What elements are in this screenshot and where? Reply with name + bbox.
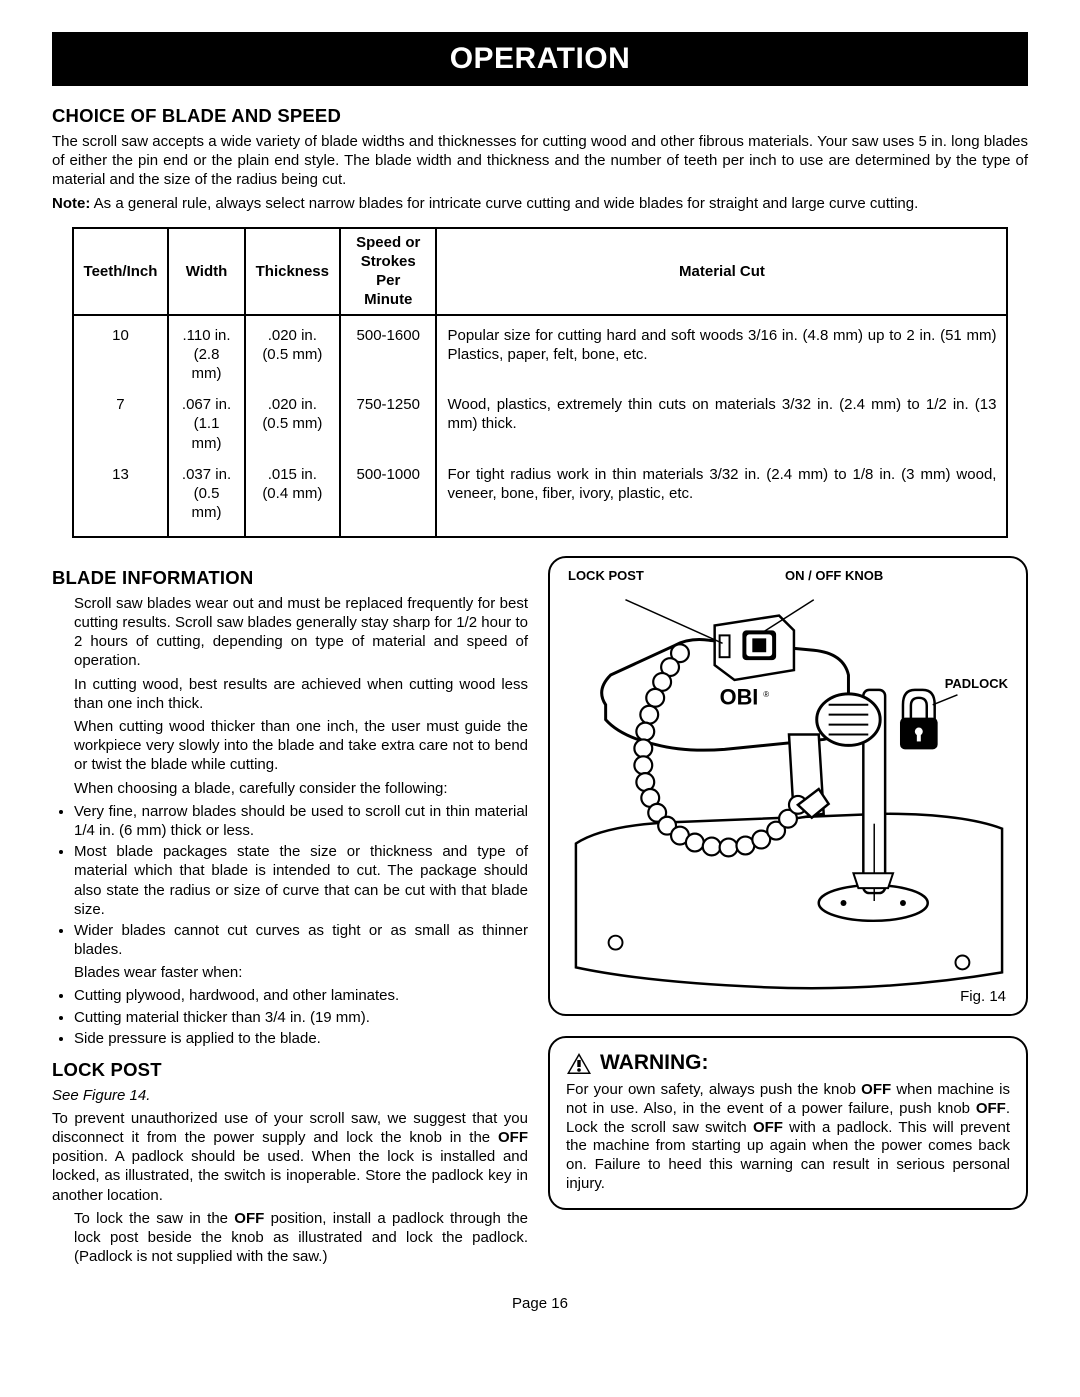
note-text: As a general rule, always select narrow …	[90, 195, 918, 212]
label-lockpost: LOCK POST	[568, 568, 644, 585]
heading-blade-info: BLADE INFORMATION	[52, 566, 528, 590]
blade-p3: When cutting wood thicker than one inch,…	[74, 717, 528, 775]
heading-lockpost: LOCK POST	[52, 1058, 528, 1082]
blade-p5: Blades wear faster when:	[74, 963, 528, 982]
note-label: Note:	[52, 195, 90, 212]
warning-heading: WARNING:	[566, 1050, 1010, 1077]
label-padlock: PADLOCK	[945, 676, 1008, 693]
th-speed: Speed or Strokes Per Minute	[340, 228, 436, 315]
warning-title: WARNING:	[600, 1050, 709, 1077]
table-row: 13 .037 in.(0.5 mm) .015 in.(0.4 mm) 500…	[73, 459, 1008, 538]
th-teeth: Teeth/Inch	[73, 228, 169, 315]
label-onoff: ON / OFF KNOB	[785, 568, 883, 585]
heading-choice: CHOICE OF BLADE AND SPEED	[52, 104, 1028, 128]
choice-p1: The scroll saw accepts a wide variety of…	[52, 132, 1028, 190]
list-item: Very fine, narrow blades should be used …	[74, 802, 528, 840]
blade-table: Teeth/Inch Width Thickness Speed or Stro…	[72, 227, 1009, 538]
scroll-saw-diagram-icon: OBI ®	[566, 572, 1010, 1006]
list-item: Most blade packages state the size or th…	[74, 842, 528, 919]
lockpost-p2: To lock the saw in the OFF position, ins…	[74, 1209, 528, 1267]
blade-p4: When choosing a blade, carefully conside…	[74, 779, 528, 798]
th-thickness: Thickness	[245, 228, 340, 315]
choice-p2: Note: As a general rule, always select n…	[52, 194, 1028, 213]
th-width: Width	[168, 228, 244, 315]
figure-caption: Fig. 14	[960, 987, 1006, 1006]
banner-operation: OPERATION	[52, 32, 1028, 86]
table-row: 7 .067 in.(1.1 mm) .020 in.(0.5 mm) 750-…	[73, 389, 1008, 459]
blade-p2: In cutting wood, best results are achiev…	[74, 675, 528, 713]
figure-14: LOCK POST ON / OFF KNOB PADLOCK Fig. 14	[548, 556, 1028, 1016]
warning-text: For your own safety, always push the kno…	[566, 1081, 1010, 1194]
warning-box: WARNING: For your own safety, always pus…	[548, 1036, 1028, 1209]
th-material: Material Cut	[436, 228, 1007, 315]
blade-bullets2: Cutting plywood, hardwood, and other lam…	[74, 986, 528, 1048]
blade-p1: Scroll saw blades wear out and must be r…	[74, 594, 528, 671]
list-item: Cutting material thicker than 3/4 in. (1…	[74, 1008, 528, 1027]
see-figure: See Figure 14.	[52, 1086, 528, 1105]
page-number: Page 16	[52, 1294, 1028, 1313]
list-item: Cutting plywood, hardwood, and other lam…	[74, 986, 528, 1005]
svg-text:®: ®	[763, 690, 769, 699]
table-row: 10 .110 in.(2.8 mm) .020 in.(0.5 mm) 500…	[73, 315, 1008, 390]
list-item: Side pressure is applied to the blade.	[74, 1029, 528, 1048]
table-header-row: Teeth/Inch Width Thickness Speed or Stro…	[73, 228, 1008, 315]
list-item: Wider blades cannot cut curves as tight …	[74, 921, 528, 959]
blade-bullets1: Very fine, narrow blades should be used …	[74, 802, 528, 960]
warning-triangle-icon	[566, 1052, 592, 1076]
svg-text:OBI: OBI	[720, 685, 759, 710]
lockpost-p1: To prevent unauthorized use of your scro…	[52, 1109, 528, 1205]
